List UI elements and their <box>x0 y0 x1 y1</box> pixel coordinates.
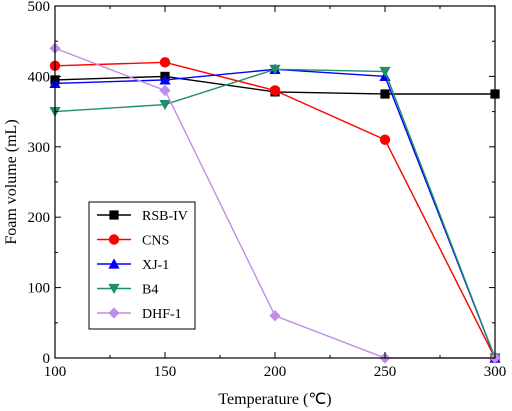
legend-item: B4 <box>97 283 158 298</box>
data-point <box>379 66 391 78</box>
y-tick-label: 100 <box>28 281 51 297</box>
legend: RSB-IV CNS XJ-1 B4 DHF-1 <box>88 201 196 330</box>
legend-label: B4 <box>142 283 158 298</box>
legend-item: CNS <box>97 234 169 249</box>
legend-marker <box>108 258 120 269</box>
x-tick-label: 150 <box>154 364 177 380</box>
y-tick-label: 300 <box>28 140 51 156</box>
legend-item: RSB-IV <box>97 209 188 224</box>
x-tick-label: 300 <box>484 364 507 380</box>
data-point <box>159 99 171 111</box>
legend-item: XJ-1 <box>97 258 169 273</box>
x-tick-label: 250 <box>374 364 397 380</box>
data-point <box>159 57 171 68</box>
data-point <box>380 89 390 99</box>
legend-label: XJ-1 <box>142 258 169 273</box>
y-tick-label: 200 <box>28 210 51 226</box>
legend-marker <box>108 234 120 245</box>
y-tick-label: 0 <box>43 351 51 367</box>
data-point <box>269 64 281 75</box>
x-tick-label: 100 <box>44 364 67 380</box>
y-axis-title: Foam volume (mL) <box>3 119 20 244</box>
data-point <box>269 310 281 322</box>
data-point <box>379 134 391 145</box>
data-point <box>159 74 171 85</box>
y-tick-label: 400 <box>28 69 51 85</box>
data-point <box>159 84 171 97</box>
legend-marker <box>109 210 119 220</box>
legend-marker <box>108 283 120 295</box>
data-point <box>269 85 281 96</box>
y-tick-label: 500 <box>28 0 51 15</box>
x-tick-label: 200 <box>264 364 287 380</box>
legend-label: DHF-1 <box>142 307 182 322</box>
legend-label: CNS <box>142 234 169 249</box>
legend-item: DHF-1 <box>97 307 182 322</box>
legend-box <box>88 201 196 330</box>
legend-label: RSB-IV <box>142 209 188 224</box>
x-axis-title: Temperature (℃) <box>218 391 331 408</box>
legend-marker <box>108 307 120 319</box>
